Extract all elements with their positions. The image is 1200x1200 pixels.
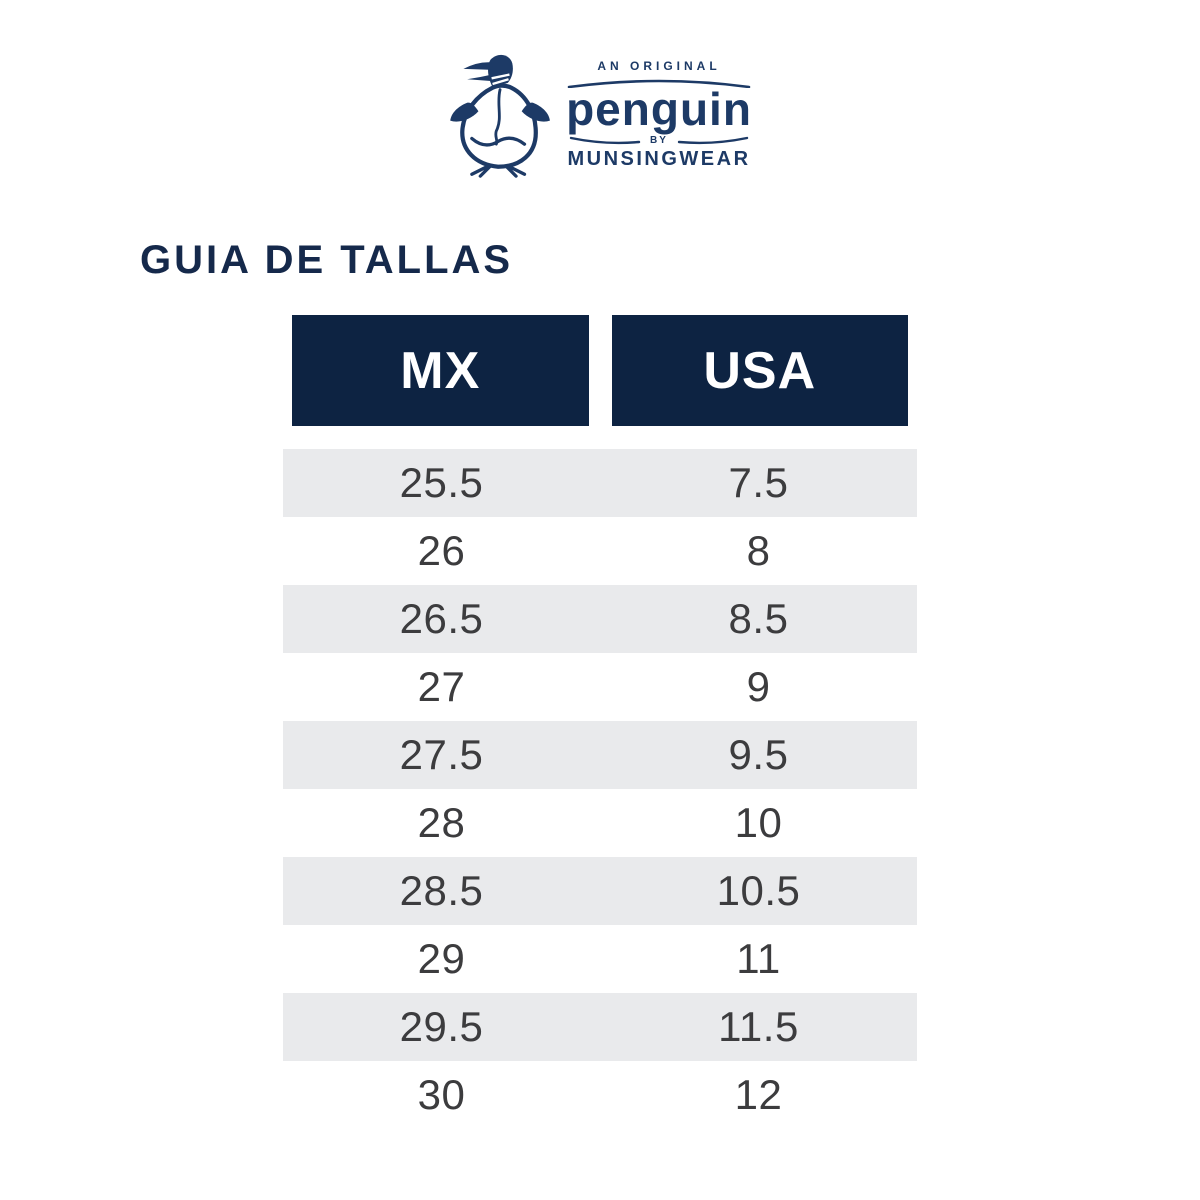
mx-size-cell: 26.5 (399, 595, 484, 642)
table-row: 27 9 (283, 653, 917, 721)
usa-size-cell: 12 (734, 1071, 783, 1118)
logo-by-row: BY (567, 135, 751, 146)
table-row: 28.5 10.5 (283, 857, 917, 925)
table-header-row: MX USA (283, 315, 917, 426)
penguin-mascot-icon (450, 54, 550, 178)
mx-size-cell: 28.5 (399, 867, 484, 914)
brand-logo: AN ORIGINAL penguin BY MUNSINGWEAR (449, 52, 751, 178)
mx-size-cell: 29.5 (399, 1003, 484, 1050)
usa-size-cell: 10 (734, 799, 783, 846)
table-row: 29.5 11.5 (283, 993, 917, 1061)
logo-rule-right-icon (677, 136, 749, 144)
table-row: 27.5 9.5 (283, 721, 917, 789)
usa-size-cell: 9 (746, 663, 771, 710)
table-row: 28 10 (283, 789, 917, 857)
logo-top-rule-icon (567, 79, 751, 88)
mx-size-cell: 25.5 (399, 459, 484, 506)
table-row: 25.5 7.5 (283, 449, 917, 517)
usa-size-cell: 11 (736, 935, 781, 982)
table-body: 25.5 7.5 26 8 26.5 8.5 27 9 27.5 9.5 28 … (283, 449, 917, 1129)
logo-by-label: BY (650, 135, 668, 146)
table-row: 26 8 (283, 517, 917, 585)
logo-brand-name: MUNSINGWEAR (567, 148, 751, 170)
logo-rule-left-icon (569, 136, 641, 144)
mx-size-cell: 27.5 (399, 731, 484, 778)
page-title: GUIA DE TALLAS (140, 238, 514, 282)
logo-text-block: AN ORIGINAL penguin BY MUNSINGWEAR (566, 59, 752, 171)
logo-tagline: AN ORIGINAL (597, 59, 721, 73)
header-cell-mx: MX (292, 315, 589, 426)
mx-size-cell: 30 (417, 1071, 466, 1118)
mx-size-cell: 26 (417, 527, 466, 574)
usa-size-cell: 7.5 (728, 459, 789, 506)
header-cell-usa: USA (611, 315, 908, 426)
size-table: MX USA 25.5 7.5 26 8 26.5 8.5 27 9 27.5 … (283, 315, 917, 1129)
usa-size-cell: 8 (746, 527, 771, 574)
mx-size-cell: 27 (417, 663, 466, 710)
usa-size-cell: 9.5 (728, 731, 789, 778)
logo-wordmark: penguin (566, 83, 752, 135)
table-row: 29 11 (283, 925, 917, 993)
mx-size-cell: 29 (417, 935, 466, 982)
mx-size-cell: 28 (417, 799, 466, 846)
usa-size-cell: 11.5 (718, 1003, 799, 1050)
usa-size-cell: 10.5 (716, 867, 801, 914)
table-row: 30 12 (283, 1061, 917, 1129)
usa-size-cell: 8.5 (728, 595, 789, 642)
table-row: 26.5 8.5 (283, 585, 917, 653)
